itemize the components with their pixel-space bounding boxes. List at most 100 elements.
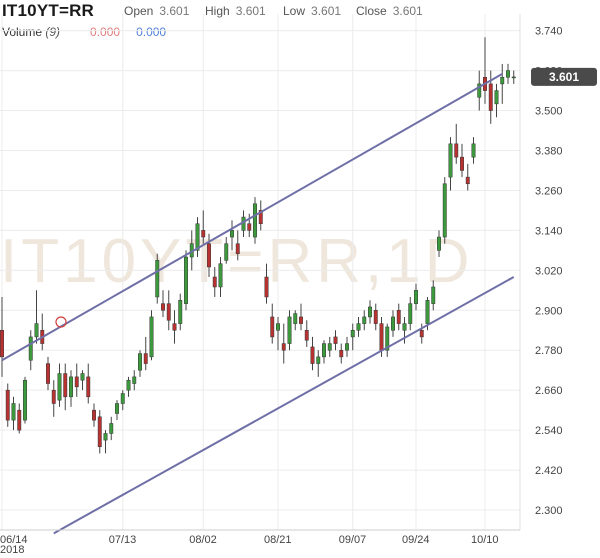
candle bbox=[218, 257, 223, 297]
candle-body bbox=[201, 230, 206, 238]
candle bbox=[281, 323, 286, 364]
candle-body bbox=[264, 276, 269, 298]
candle-body bbox=[74, 376, 79, 388]
candle-body bbox=[448, 143, 453, 178]
candle bbox=[506, 63, 510, 84]
candle bbox=[264, 263, 269, 304]
candle bbox=[477, 70, 482, 111]
candle bbox=[86, 363, 91, 404]
candle bbox=[184, 250, 188, 311]
candle-body bbox=[230, 230, 234, 238]
candle-body bbox=[253, 203, 257, 238]
marker-circle bbox=[55, 316, 67, 328]
candle-body bbox=[218, 263, 223, 288]
candle-body bbox=[316, 356, 321, 364]
candle bbox=[488, 70, 493, 124]
candle-body bbox=[28, 336, 33, 361]
candle bbox=[74, 363, 79, 397]
candle-body bbox=[281, 343, 286, 351]
y-tick-label: 3.740 bbox=[535, 26, 563, 38]
candle-body bbox=[339, 349, 344, 358]
y-tick-label: 3.500 bbox=[535, 106, 563, 118]
y-tick-label: 3.020 bbox=[535, 265, 563, 277]
low-value: 3.601 bbox=[311, 4, 342, 18]
last-price-badge: 3.601 bbox=[531, 67, 597, 86]
candle-body bbox=[212, 276, 217, 288]
x-axis: 06/14 07/13 08/02 08/21 09/07 09/24 10/10 2018 bbox=[0, 529, 520, 556]
candle bbox=[17, 403, 22, 434]
candle bbox=[126, 376, 131, 397]
candle-body bbox=[63, 373, 68, 398]
candle bbox=[230, 220, 234, 251]
candle bbox=[465, 163, 470, 191]
high-value: 3.601 bbox=[235, 4, 266, 18]
open-readout: Open 3.601 bbox=[124, 4, 189, 18]
candle-body bbox=[132, 376, 137, 384]
y-tick-label: 2.540 bbox=[535, 425, 563, 437]
y-tick-label: 3.140 bbox=[535, 225, 563, 237]
candle-body bbox=[373, 310, 378, 324]
candle bbox=[460, 143, 464, 178]
candle-body bbox=[419, 330, 424, 338]
candle-body bbox=[258, 210, 263, 224]
candle bbox=[224, 237, 229, 264]
candle bbox=[212, 267, 217, 297]
candle-body bbox=[345, 343, 349, 351]
candle bbox=[172, 310, 177, 344]
candle bbox=[276, 316, 280, 351]
candle bbox=[310, 336, 315, 371]
candle-body bbox=[488, 83, 493, 111]
candle bbox=[322, 340, 326, 364]
candle bbox=[138, 350, 142, 377]
candle-body bbox=[333, 336, 338, 344]
candle bbox=[511, 70, 516, 84]
candle bbox=[414, 283, 418, 311]
candle-body bbox=[155, 260, 160, 298]
candle bbox=[178, 293, 183, 331]
candle bbox=[235, 230, 240, 261]
candle-body bbox=[391, 316, 395, 331]
candle-body bbox=[97, 416, 102, 448]
candle bbox=[270, 303, 275, 344]
candle bbox=[437, 230, 441, 258]
candle bbox=[132, 370, 137, 391]
candle-body bbox=[368, 306, 372, 318]
badge-text: 3.601 bbox=[549, 70, 579, 84]
candle-body bbox=[17, 409, 22, 431]
candle-body bbox=[161, 303, 165, 311]
x-tick-label: 08/02 bbox=[189, 534, 217, 546]
low-label: Low bbox=[283, 4, 306, 18]
x-tick-label: 08/21 bbox=[264, 534, 292, 546]
candle bbox=[120, 390, 125, 411]
candle-body bbox=[207, 243, 211, 268]
candle bbox=[97, 410, 102, 454]
y-tick-label: 2.420 bbox=[535, 465, 563, 477]
candle-body bbox=[293, 313, 298, 324]
candle-body bbox=[511, 76, 516, 79]
candle-body bbox=[362, 316, 367, 324]
candle bbox=[92, 403, 96, 427]
candle bbox=[402, 316, 407, 344]
candle-body bbox=[500, 77, 505, 85]
candle-body bbox=[224, 243, 229, 261]
candle bbox=[34, 290, 39, 344]
candle bbox=[345, 336, 349, 357]
candle-body bbox=[327, 343, 332, 351]
x-tick-label: 07/13 bbox=[109, 534, 137, 546]
y-tick-label: 3.260 bbox=[535, 185, 563, 197]
candle bbox=[80, 370, 85, 391]
candle-body bbox=[425, 300, 430, 324]
close-readout: Close 3.601 bbox=[356, 4, 423, 18]
candle bbox=[287, 310, 292, 351]
volume-value-2: 0.000 bbox=[136, 25, 167, 39]
candle-body bbox=[166, 303, 171, 321]
x-tick-label: 10/10 bbox=[471, 534, 499, 546]
candle bbox=[28, 330, 33, 371]
candle-body bbox=[471, 143, 476, 158]
candle bbox=[391, 310, 395, 337]
chart-header: IT10YT=RR Open 3.601 High 3.601 Low 3.601 C… bbox=[0, 0, 520, 44]
candle bbox=[155, 253, 160, 304]
candle-body bbox=[310, 346, 315, 364]
symbol-title: IT10YT=RR bbox=[2, 1, 95, 20]
